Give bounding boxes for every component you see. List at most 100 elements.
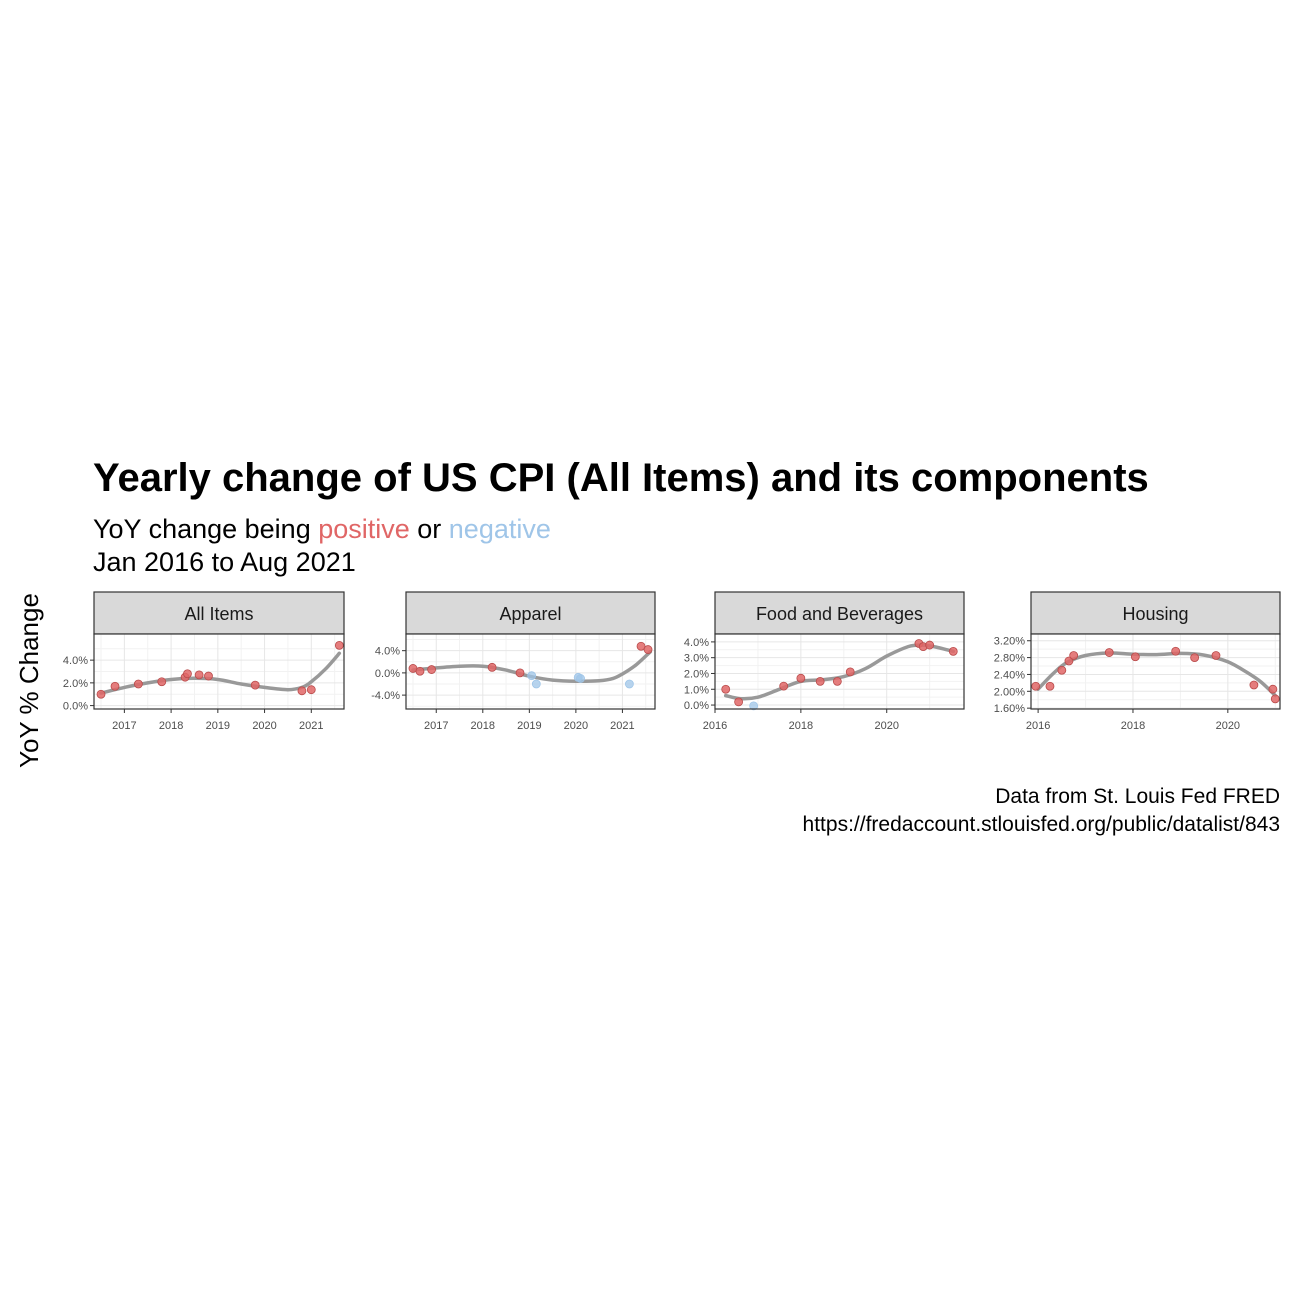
data-point-positive <box>1171 646 1181 656</box>
y-tick-label: -4.0% <box>371 690 400 702</box>
data-point-positive <box>204 671 213 681</box>
data-point-positive <box>427 665 436 674</box>
data-point-positive <box>96 689 106 699</box>
data-point-negative <box>749 701 759 711</box>
x-tick-label: 2017 <box>424 720 448 732</box>
data-point-positive <box>515 668 525 678</box>
data-point-positive <box>297 686 307 696</box>
y-tick-label: 2.00% <box>994 686 1025 698</box>
facet-strip-label: All Items <box>184 604 253 624</box>
subtitle-middle: or <box>409 514 449 544</box>
data-point-negative <box>625 679 634 689</box>
data-point-positive <box>1130 652 1140 662</box>
chart-caption: Data from St. Louis Fed FRED https://fre… <box>803 783 1280 839</box>
data-point-positive <box>636 641 646 651</box>
x-tick-label: 2019 <box>206 720 230 732</box>
x-tick-label: 2017 <box>112 720 136 732</box>
y-tick-label: 0.0% <box>684 700 709 712</box>
data-point-positive <box>183 669 192 679</box>
y-tick-label: 1.0% <box>684 684 709 696</box>
data-point-positive <box>415 666 425 676</box>
subtitle-prefix: YoY change being <box>93 514 319 544</box>
data-point-positive <box>1057 665 1067 675</box>
facet-strip <box>405 591 656 635</box>
smooth-trend-line <box>411 650 653 683</box>
y-tick-label: 3.0% <box>684 653 709 665</box>
data-point-positive <box>1211 651 1221 660</box>
data-point-positive <box>1270 694 1280 704</box>
data-point-negative <box>576 674 585 683</box>
y-tick-label: 4.0% <box>684 637 709 649</box>
data-point-positive <box>194 670 204 680</box>
y-tick-label: 2.80% <box>994 653 1025 665</box>
y-tick-label: 3.20% <box>994 636 1025 648</box>
data-point-positive <box>1064 656 1074 666</box>
y-tick-label: 2.0% <box>684 668 709 680</box>
data-point-negative <box>531 679 541 689</box>
smooth-trend-line <box>99 651 342 695</box>
y-tick-label: 4.0% <box>375 646 400 658</box>
data-point-positive <box>133 679 143 689</box>
data-point-positive <box>157 677 167 687</box>
x-tick-label: 2020 <box>564 720 588 732</box>
x-tick-label: 2018 <box>471 720 495 732</box>
data-point-positive <box>832 676 842 686</box>
y-tick-label: 4.0% <box>63 655 88 667</box>
data-point-positive <box>734 697 744 707</box>
facet-panel: All Items 0.0% 2.0% 4.0% 2017 2018 2019 2020 202… <box>63 591 345 732</box>
facet-strip <box>93 591 345 635</box>
data-point-positive <box>1190 653 1200 662</box>
chart-title: Yearly change of US CPI (All Items) and … <box>93 456 1149 500</box>
panel-border <box>405 633 656 710</box>
x-tick-label: 2021 <box>610 720 634 732</box>
data-point-positive <box>250 680 260 690</box>
x-tick-label: 2020 <box>874 720 898 732</box>
data-point-positive <box>110 681 120 691</box>
subtitle-line-1: YoY change being positive or negative <box>93 513 551 546</box>
data-point-positive <box>721 684 731 694</box>
chart-subtitle: YoY change being positive or negative Ja… <box>93 513 551 579</box>
facet-panel: Apparel -4.0% 0.0% 4.0% 2017 2018 2019 2020 2021 <box>371 591 656 732</box>
data-point-positive <box>1268 684 1278 694</box>
y-tick-label: 2.40% <box>994 669 1025 681</box>
positive-word: positive <box>318 514 410 544</box>
data-point-negative <box>527 671 537 681</box>
data-point-positive <box>796 673 806 683</box>
x-tick-label: 2018 <box>1121 720 1145 732</box>
subtitle-line-2: Jan 2016 to Aug 2021 <box>93 547 356 577</box>
data-point-positive <box>948 646 958 656</box>
x-tick-label: 2018 <box>789 720 813 732</box>
x-tick-label: 2020 <box>252 720 276 732</box>
negative-word: negative <box>448 514 551 544</box>
x-tick-label: 2016 <box>1026 720 1050 732</box>
facet-panel: Food and Beverages 0.0% 1.0% 2.0% 3.0% 4.0% 20… <box>684 591 965 732</box>
data-point-positive <box>1249 680 1259 690</box>
data-point-positive <box>779 681 789 691</box>
facet-strip-label: Food and Beverages <box>756 604 923 624</box>
y-tick-label: 0.0% <box>63 701 88 713</box>
panel-border <box>714 633 965 710</box>
data-point-positive <box>334 640 344 650</box>
caption-source: Data from St. Louis Fed FRED <box>995 785 1280 808</box>
x-tick-label: 2021 <box>299 720 323 732</box>
data-point-positive <box>1069 651 1079 660</box>
data-point-positive <box>1104 648 1114 657</box>
data-point-positive <box>487 662 497 672</box>
panel-background <box>1031 634 1280 709</box>
data-point-positive <box>643 645 653 654</box>
facet-panel: Housing 1.60% 2.00% 2.40% 2.80% 3.20% 2016 2018… <box>994 591 1281 732</box>
data-point-positive <box>925 640 935 650</box>
y-tick-label: 1.60% <box>994 703 1025 715</box>
x-tick-label: 2016 <box>703 720 727 732</box>
facet-strip-label: Housing <box>1122 604 1188 624</box>
caption-url: https://fredaccount.stlouisfed.org/publi… <box>802 813 1280 836</box>
data-point-positive <box>1031 681 1041 691</box>
data-point-positive <box>845 667 855 677</box>
y-tick-label: 0.0% <box>375 668 400 680</box>
data-point-positive <box>306 685 316 695</box>
panel-border <box>93 633 345 710</box>
data-point-positive <box>815 676 825 686</box>
x-tick-label: 2018 <box>159 720 183 732</box>
x-tick-label: 2019 <box>517 720 541 732</box>
